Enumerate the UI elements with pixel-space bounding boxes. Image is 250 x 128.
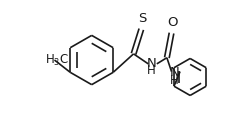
Text: O: O xyxy=(167,16,177,29)
Text: N: N xyxy=(146,57,156,70)
Text: N: N xyxy=(170,66,179,79)
Text: $\mathregular{H_3C}$: $\mathregular{H_3C}$ xyxy=(45,52,69,68)
Text: S: S xyxy=(138,12,146,25)
Text: H: H xyxy=(147,64,156,77)
Text: H: H xyxy=(170,74,179,87)
